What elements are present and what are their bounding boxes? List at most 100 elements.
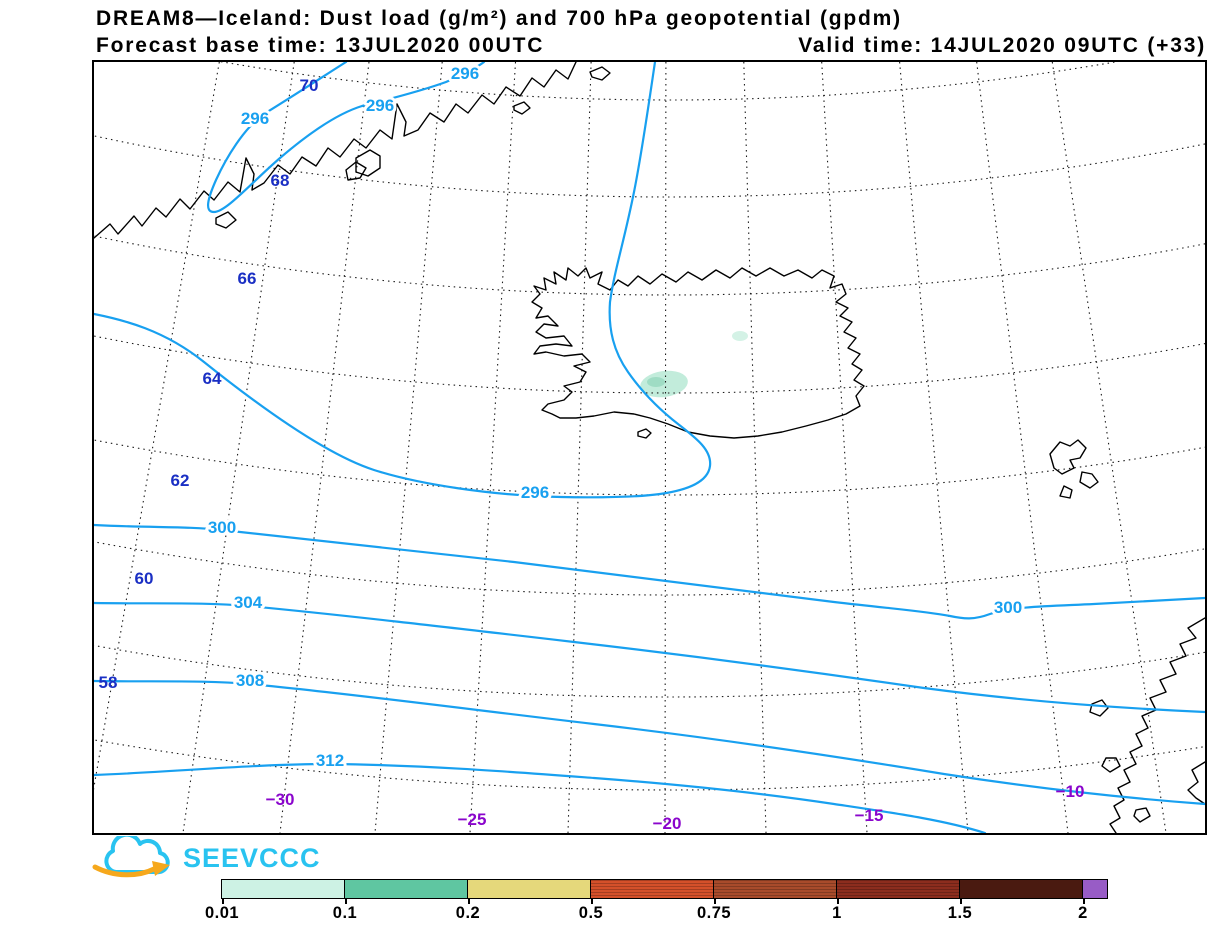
coastline-scotland-edge bbox=[1187, 761, 1205, 805]
contour-label-304: 304 bbox=[234, 593, 263, 612]
colorbar-tick-label-0.75: 0.75 bbox=[696, 904, 732, 922]
contour-label-300-right: 300 bbox=[994, 598, 1022, 617]
geopotential-contour-296-b bbox=[94, 62, 712, 499]
colorbar-segment-2 bbox=[345, 880, 468, 898]
forecast-base-time: Forecast base time: 13JUL2020 00UTC bbox=[96, 34, 545, 57]
colorbar-tick-mark bbox=[591, 898, 593, 904]
greenland-island bbox=[589, 66, 611, 81]
greenland-island bbox=[345, 161, 367, 181]
geopotential-contour-296-a bbox=[207, 62, 486, 214]
graticule-meridian bbox=[899, 62, 969, 833]
contour-label-296-4: 296 bbox=[521, 483, 549, 502]
geopotential-contour-312 bbox=[94, 762, 987, 833]
contour-label-296-3: 296 bbox=[451, 64, 479, 83]
colorbar-tick-label-2: 2 bbox=[1078, 904, 1088, 922]
colorbar-segment-4 bbox=[591, 880, 714, 898]
colorbar-tick-mark bbox=[345, 898, 347, 904]
coastline-greenland bbox=[94, 62, 577, 239]
graticule-meridian bbox=[469, 62, 517, 833]
graticule-meridian bbox=[664, 62, 667, 833]
colorbar-tick-label-0.1: 0.1 bbox=[332, 904, 358, 922]
lon-label-minus-30: −30 bbox=[266, 790, 295, 809]
graticule-meridian bbox=[94, 62, 220, 790]
coastline-faroe-islands bbox=[1049, 439, 1087, 475]
contour-label-312: 312 bbox=[316, 751, 344, 770]
dust-load-shading bbox=[640, 331, 748, 398]
seevccc-logo-icon bbox=[92, 836, 170, 878]
lon-label-minus-15: −15 bbox=[855, 806, 884, 825]
lat-label-64: 64 bbox=[203, 369, 222, 388]
dust-load-patch-core bbox=[647, 377, 665, 387]
arrow-icon bbox=[92, 864, 157, 878]
map-canvas: 70 68 66 64 62 60 58 −30 −25 −20 −15 −10… bbox=[92, 60, 1207, 835]
map-labels: 70 68 66 64 62 60 58 −30 −25 −20 −15 −10… bbox=[99, 62, 1085, 833]
map-title: DREAM8—Iceland: Dust load (g/m²) and 700… bbox=[96, 7, 902, 30]
colorbar-tick-mark bbox=[837, 898, 839, 904]
graticule-meridian bbox=[374, 62, 443, 833]
graticule bbox=[94, 62, 1205, 833]
coastlines bbox=[94, 62, 1205, 833]
contour-label-300-left: 300 bbox=[208, 518, 236, 537]
colorbar-bar bbox=[221, 879, 1108, 899]
lon-label-minus-20: −20 bbox=[653, 814, 682, 833]
colorbar-segment-5 bbox=[714, 880, 837, 898]
lat-label-70: 70 bbox=[300, 76, 319, 95]
arrow-head-icon bbox=[152, 861, 170, 876]
dust-load-patch-small bbox=[732, 331, 748, 341]
coastline-scotland bbox=[1109, 617, 1205, 833]
dust-load-colorbar: 0.01 0.1 0.2 0.5 0.75 1 1.5 2 bbox=[205, 879, 1121, 924]
colorbar-segment-1 bbox=[222, 880, 345, 898]
colorbar-tick-label-0.5: 0.5 bbox=[578, 904, 604, 922]
colorbar-tick-mark bbox=[1083, 898, 1085, 904]
colorbar-tick-label-0.01: 0.01 bbox=[204, 904, 240, 922]
greenland-island bbox=[355, 149, 381, 177]
colorbar-tick-mark bbox=[714, 898, 716, 904]
hebrides-island bbox=[1133, 807, 1151, 823]
coastline-faroe-islands bbox=[1079, 471, 1099, 489]
hebrides-island bbox=[1089, 699, 1109, 717]
lon-label-minus-25: −25 bbox=[458, 810, 487, 829]
valid-time: Valid time: 14JUL2020 09UTC (+33) bbox=[798, 34, 1206, 57]
colorbar-tick-label-0.2: 0.2 bbox=[455, 904, 481, 922]
contour-label-296-2: 296 bbox=[366, 96, 394, 115]
lat-label-66: 66 bbox=[238, 269, 257, 288]
coastline-faroe-islands bbox=[1059, 485, 1073, 499]
colorbar-tick-mark bbox=[222, 898, 224, 904]
cloud-icon bbox=[104, 836, 170, 875]
header-times-row: Forecast base time: 13JUL2020 00UTC Vali… bbox=[96, 34, 1206, 58]
lat-label-68: 68 bbox=[271, 171, 290, 190]
graticule-meridian bbox=[743, 62, 767, 833]
colorbar-tick-label-1.5: 1.5 bbox=[947, 904, 973, 922]
colorbar-tick-label-1: 1 bbox=[832, 904, 842, 922]
logo-text: SEEVCCC bbox=[183, 843, 321, 873]
lat-label-58: 58 bbox=[99, 673, 118, 692]
colorbar-tick-mark bbox=[468, 898, 470, 904]
hebrides-island bbox=[1101, 757, 1121, 773]
geopotential-contour-300 bbox=[94, 523, 1205, 620]
geopotential-contour-308 bbox=[94, 679, 1205, 806]
graticule-parallel bbox=[94, 540, 1205, 595]
header: DREAM8—Iceland: Dust load (g/m²) and 700… bbox=[96, 7, 1206, 58]
graticule-meridian bbox=[976, 62, 1069, 833]
graticule-meridian bbox=[1051, 62, 1167, 833]
colorbar-segment-6 bbox=[837, 880, 960, 898]
greenland-island bbox=[513, 101, 531, 115]
geopotential-contours bbox=[94, 62, 1205, 833]
geopotential-contour-304 bbox=[94, 601, 1205, 714]
graticule-meridian bbox=[567, 62, 592, 833]
iceland-island bbox=[637, 428, 652, 439]
colorbar-segment-3 bbox=[468, 880, 591, 898]
graticule-meridian bbox=[182, 62, 295, 833]
graticule-meridian bbox=[821, 62, 868, 833]
contour-label-308: 308 bbox=[236, 671, 264, 690]
colorbar-segment-7 bbox=[960, 880, 1083, 898]
greenland-island bbox=[215, 211, 237, 229]
lon-label-minus-10: −10 bbox=[1056, 782, 1085, 801]
coastline-iceland bbox=[531, 267, 865, 439]
colorbar-segment-8 bbox=[1083, 880, 1107, 898]
lat-label-62: 62 bbox=[171, 471, 190, 490]
contour-label-296-1: 296 bbox=[241, 109, 269, 128]
colorbar-tick-mark bbox=[960, 898, 962, 904]
lat-label-60: 60 bbox=[135, 569, 154, 588]
